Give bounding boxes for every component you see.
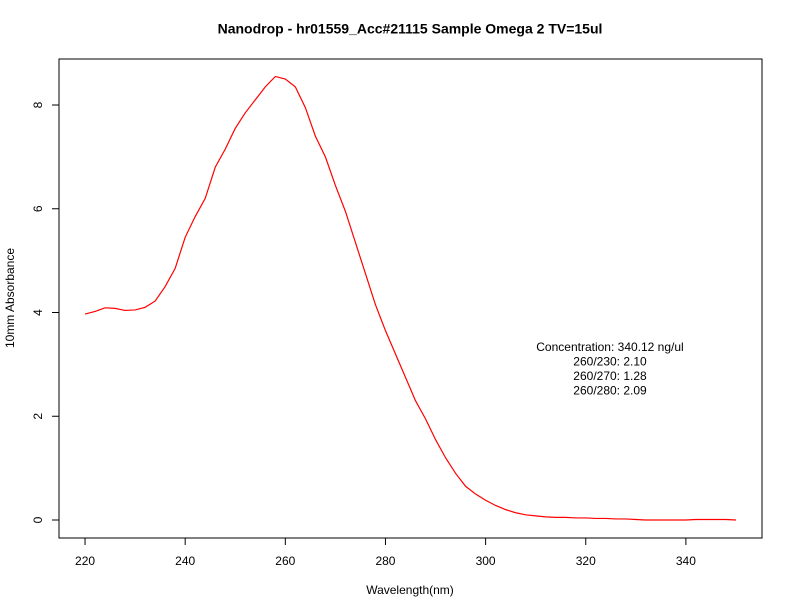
y-axis-label: 10mm Absorbance xyxy=(3,248,17,348)
annotation: 260/270: 1.28 xyxy=(573,369,647,383)
x-tick-label: 280 xyxy=(375,554,395,568)
y-tick-label: 2 xyxy=(31,413,45,420)
x-tick-label: 300 xyxy=(476,554,496,568)
annotation: 260/230: 2.10 xyxy=(573,355,647,369)
y-tick-label: 4 xyxy=(31,309,45,316)
x-axis-label: Wavelength(nm) xyxy=(366,583,454,597)
annotation: 260/280: 2.09 xyxy=(573,384,647,398)
x-tick-label: 260 xyxy=(275,554,295,568)
x-tick-label: 340 xyxy=(676,554,696,568)
x-tick-label: 220 xyxy=(75,554,95,568)
x-tick-label: 240 xyxy=(175,554,195,568)
data-line xyxy=(84,75,736,521)
annotation: Concentration: 340.12 ng/ul xyxy=(536,340,683,354)
y-tick-label: 8 xyxy=(31,101,45,108)
plot-frame xyxy=(58,58,763,539)
x-tick-label: 320 xyxy=(576,554,596,568)
y-tick-label: 6 xyxy=(31,205,45,212)
chart-title: Nanodrop - hr01559_Acc#21115 Sample Omeg… xyxy=(218,21,603,37)
y-tick-label: 0 xyxy=(31,516,45,523)
